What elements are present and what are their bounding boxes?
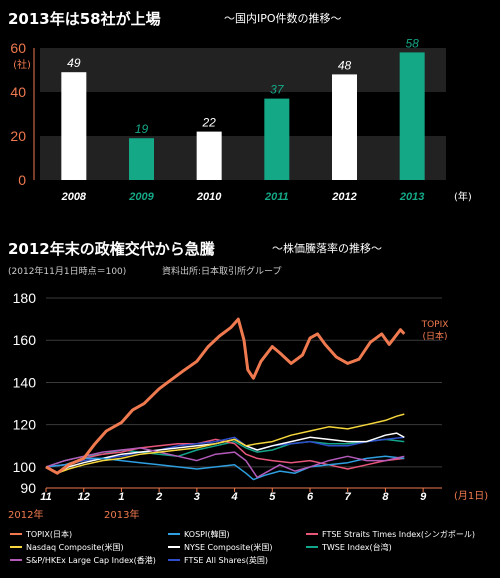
line-y-tick: 120 (13, 417, 37, 433)
line-y-tick: 160 (13, 332, 37, 348)
legend: TOPIX(日本) Nasdaq Composite(米国) S&P/HKEx La… (10, 529, 475, 565)
legend-label: TOPIX(日本) (25, 529, 72, 539)
legend-label: FTSE Straits Times Index(シンガポール) (322, 529, 475, 539)
bar-y-tick: 20 (10, 128, 26, 144)
bar-y-unit: (社) (13, 58, 31, 71)
bar-chart-title: 2013年は58社が上場 (8, 10, 161, 28)
bar-category-label: 2013 (399, 191, 424, 203)
legend-label: KOSPI(韓国) (184, 529, 230, 539)
bar-category-label: 2010 (196, 191, 222, 203)
grid-band-0-20 (40, 136, 446, 180)
line-x-tick: 5 (269, 491, 276, 503)
bar-value-label: 49 (67, 56, 81, 70)
line-y-tick: 90 (20, 480, 36, 496)
line-x-tick: 12 (78, 491, 90, 503)
bar-category-label: 2011 (264, 191, 289, 203)
bar-2012 (332, 74, 357, 180)
bar-y-axis: 0 20 40 60 (10, 40, 35, 188)
line-x-tick: 7 (345, 491, 352, 503)
bar-x-axis: 2008 2009 2010 2011 2012 2013 (61, 191, 425, 203)
legend-label: FTSE All Shares(英国) (184, 555, 268, 565)
series-line (45, 438, 405, 470)
line-x-tick: 2 (155, 491, 162, 503)
bar-2009 (129, 138, 154, 180)
line-x-tick: 4 (231, 491, 238, 503)
legend-label: Nasdaq Composite(米国) (26, 542, 124, 552)
line-x-tick: 8 (382, 491, 389, 503)
bar-grid-bands (40, 48, 446, 180)
line-chart-note: (2012年11月1日時点＝100) (8, 265, 126, 277)
ipo-bar-chart: 2013年は58社が上場 〜国内IPO件数の推移〜 (社) (年) 0 20 40 6… (8, 10, 472, 203)
line-chart-title: 2012年末の政権交代から急騰 (8, 240, 216, 258)
line-chart-subtitle: 〜株価騰落率の推移〜 (272, 241, 382, 255)
bar-category-label: 2009 (128, 191, 154, 203)
year-label-2012: 2012年 (8, 508, 43, 521)
bar-value-label: 19 (135, 122, 149, 136)
topix-annotation-line2: (日本) (422, 330, 447, 342)
grid-band-40-60 (40, 48, 446, 92)
series-line (45, 317, 406, 475)
bar-2008 (61, 72, 87, 180)
series-line (45, 413, 405, 474)
line-y-tick: 100 (13, 459, 37, 475)
line-y-tick: 180 (13, 290, 37, 306)
series-line (45, 447, 405, 479)
line-chart-source: 資料出所:日本取引所グループ (162, 265, 282, 277)
bar-2010 (196, 131, 222, 180)
bar-2013 (399, 52, 425, 180)
bar-value-label: 58 (405, 36, 419, 50)
line-x-tick: 1 (118, 491, 124, 503)
legend-label: S&P/HKEx Large Cap Index(香港) (26, 555, 156, 565)
bar-value-label: 22 (201, 116, 216, 130)
year-label-2013: 2013年 (104, 508, 139, 521)
bar-chart-subtitle: 〜国内IPO件数の推移〜 (224, 11, 342, 25)
bar-value-label: 37 (270, 83, 285, 97)
line-x-tick: 9 (420, 491, 427, 503)
line-y-tick: 140 (13, 374, 37, 390)
bar-category-label: 2008 (61, 191, 87, 203)
bar-value-labels: 49 19 22 37 48 58 (67, 36, 419, 136)
bar-y-tick: 60 (10, 40, 26, 56)
line-y-axis: 180 160 140 120 100 90 (13, 290, 37, 496)
line-x-tick: 6 (307, 491, 314, 503)
bar-series (61, 52, 425, 180)
bar-x-unit: (年) (454, 190, 472, 203)
bar-category-label: 2012 (331, 191, 356, 203)
line-x-unit: (月1日) (454, 490, 488, 502)
line-x-tick: 11 (40, 491, 51, 503)
bar-2011 (264, 98, 290, 180)
legend-label: NYSE Composite(米国) (184, 542, 272, 552)
legend-label: TWSE Index(台湾) (321, 542, 392, 552)
line-series (45, 317, 406, 481)
bar-y-tick: 0 (18, 172, 26, 188)
bar-value-label: 48 (338, 58, 352, 72)
topix-annotation-line1: TOPIX (421, 320, 449, 330)
line-x-axis: 11 12 1 2 3 4 5 6 7 8 9 (40, 488, 427, 503)
bar-y-tick: 40 (10, 84, 26, 100)
line-x-tick: 3 (194, 491, 200, 503)
